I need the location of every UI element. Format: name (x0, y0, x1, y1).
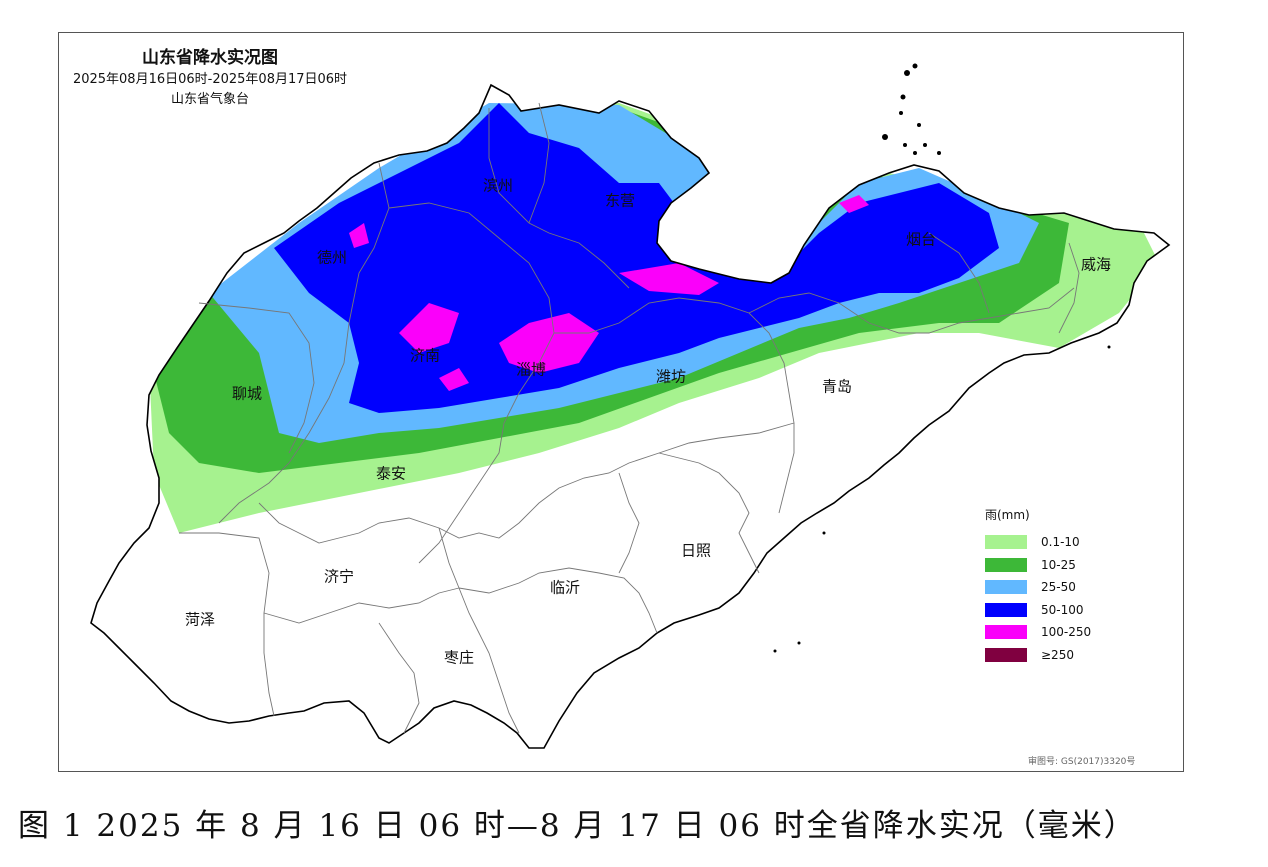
city-label-dezhou: 德州 (316, 248, 348, 267)
rain-band-100-250-d (839, 195, 869, 213)
city-label-weifang: 潍坊 (655, 367, 687, 386)
legend-label: 50-100 (1041, 602, 1084, 617)
islands (773, 63, 1111, 653)
legend-label: 0.1-10 (1041, 535, 1080, 550)
rain-band-100-250-b (399, 303, 459, 353)
legend-swatch (985, 557, 1027, 572)
city-label-liaocheng: 聊城 (231, 384, 263, 403)
city-label-zibo: 淄博 (515, 360, 547, 379)
legend: 雨(mm) 0.1-10 10-25 25-50 50-100 100-250 … (985, 506, 1125, 666)
legend-label: 25-50 (1041, 580, 1076, 595)
city-label-yantai: 烟台 (905, 230, 937, 249)
rain-band-100-250-e (349, 223, 369, 248)
legend-label: 10-25 (1041, 557, 1076, 572)
city-label-jinan: 济南 (409, 346, 441, 365)
prefecture-boundaries (179, 102, 1080, 734)
legend-swatch (985, 580, 1027, 595)
legend-title: 雨(mm) (985, 508, 1030, 522)
city-label-taian: 泰安 (375, 464, 407, 483)
city-label-binzhou: 滨州 (482, 176, 514, 195)
rain-band-100-250-f (439, 368, 469, 391)
city-label-qingdao: 青岛 (821, 377, 853, 396)
city-label-weihai: 威海 (1080, 255, 1112, 274)
figure-caption: 图 1 2025 年 8 月 16 日 06 时—8 月 17 日 06 时全省… (18, 808, 1137, 844)
legend-item: ≥250 (985, 644, 1125, 667)
legend-item: 25-50 (985, 576, 1125, 599)
city-label-heze: 菏泽 (184, 610, 216, 629)
legend-item: 100-250 (985, 621, 1125, 644)
legend-item: 50-100 (985, 599, 1125, 622)
legend-swatch (985, 535, 1027, 550)
city-label-linyi: 临沂 (549, 578, 581, 597)
city-label-zaozhuang: 枣庄 (443, 648, 475, 667)
legend-swatch (985, 625, 1027, 640)
map-title: 山东省降水实况图 (142, 48, 278, 68)
rainfall-layer (149, 103, 1159, 533)
map-period: 2025年08月16日06时-2025年08月17日06时 (72, 72, 348, 87)
rain-band-50-100 (274, 103, 999, 413)
precipitation-map (90, 63, 1171, 749)
rain-band-100-250-c (619, 263, 719, 295)
map-approval-number: 审图号: GS(2017)3320号 (1028, 757, 1136, 767)
legend-item: 10-25 (985, 554, 1125, 577)
legend-item: 0.1-10 (985, 531, 1125, 554)
map-source: 山东省气象台 (170, 92, 249, 107)
legend-label: ≥250 (1041, 647, 1074, 662)
city-label-dongying: 东营 (604, 191, 636, 210)
legend-swatch (985, 647, 1027, 662)
legend-swatch (985, 602, 1027, 617)
city-label-jining: 济宁 (323, 567, 355, 586)
legend-label: 100-250 (1041, 625, 1092, 640)
city-label-rizhao: 日照 (680, 541, 712, 560)
province-outline (90, 83, 1171, 749)
map-frame (58, 32, 1184, 772)
map-title-block: 山东省降水实况图 2025年08月16日06时-2025年08月17日06时 山… (60, 46, 360, 110)
